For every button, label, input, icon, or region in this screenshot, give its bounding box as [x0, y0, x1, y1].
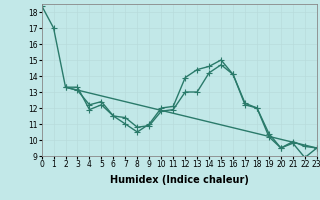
- X-axis label: Humidex (Indice chaleur): Humidex (Indice chaleur): [110, 175, 249, 185]
